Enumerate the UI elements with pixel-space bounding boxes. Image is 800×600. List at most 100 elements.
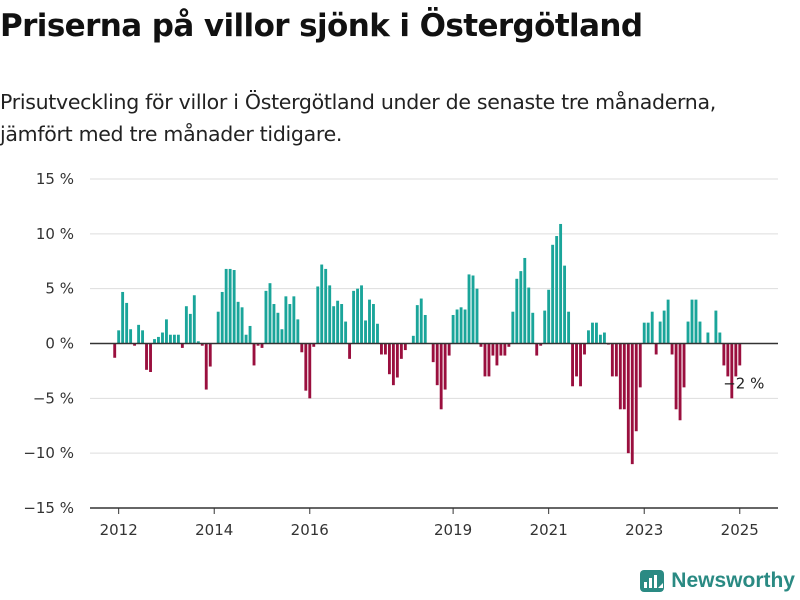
bar	[387, 343, 391, 375]
bar	[567, 311, 571, 344]
bar	[650, 311, 654, 344]
bar	[519, 271, 523, 344]
chart-title: Priserna på villor sjönk i Östergötland	[0, 8, 643, 44]
bar	[507, 343, 511, 347]
bar	[666, 299, 670, 344]
axes	[90, 342, 778, 509]
bar	[622, 343, 626, 410]
bar	[260, 343, 264, 348]
bar	[678, 343, 682, 421]
y-tick-labels: 15 % 10 % 5 % 0 % −5 % −10 % −15 %	[23, 170, 74, 517]
bar	[559, 223, 563, 344]
bar	[591, 322, 594, 344]
chart-subtitle: Prisutveckling för villor i Östergötland…	[0, 90, 716, 146]
bar	[654, 343, 658, 355]
bar	[662, 310, 666, 344]
bar	[447, 343, 451, 356]
bar	[300, 343, 304, 353]
bar	[208, 343, 212, 367]
bar	[646, 322, 650, 344]
bar	[137, 324, 141, 344]
bar	[491, 343, 495, 356]
bar	[443, 343, 447, 390]
bar	[587, 330, 590, 344]
bar	[252, 343, 256, 366]
bar	[459, 307, 463, 344]
bar	[738, 343, 742, 366]
y-tick-label: 0 %	[45, 335, 74, 353]
bar	[165, 319, 168, 344]
bar	[376, 323, 379, 344]
bar	[551, 244, 555, 344]
x-tick-label: 2016	[291, 521, 329, 539]
bar	[523, 257, 527, 344]
bar	[467, 274, 471, 344]
bar	[316, 286, 320, 344]
bar	[547, 289, 551, 344]
bar	[176, 334, 180, 344]
bar	[161, 332, 164, 344]
bar	[196, 341, 200, 344]
bar	[527, 287, 531, 344]
y-tick-label: 10 %	[36, 225, 74, 243]
bar	[256, 343, 260, 346]
y-tick-label: −10 %	[23, 444, 74, 462]
bar	[439, 343, 443, 410]
bar	[276, 312, 280, 344]
bar	[117, 330, 121, 344]
bar	[240, 307, 244, 344]
bar	[332, 306, 336, 344]
bar	[200, 343, 204, 346]
bar	[690, 299, 694, 344]
y-tick-label: 5 %	[45, 280, 74, 298]
y-tick-label: −15 %	[23, 499, 74, 517]
bar	[575, 343, 578, 377]
bar	[220, 291, 224, 344]
bar	[184, 306, 188, 344]
bar	[348, 343, 352, 359]
bar	[479, 343, 483, 347]
bar	[435, 343, 439, 386]
bar	[129, 329, 133, 344]
bar	[172, 334, 176, 344]
bar	[411, 335, 415, 344]
bar	[352, 290, 356, 344]
bar	[595, 322, 598, 344]
bar	[686, 321, 690, 344]
bar	[224, 268, 228, 344]
bar	[495, 343, 499, 366]
y-tick-label: 15 %	[36, 170, 74, 188]
bar	[395, 343, 399, 378]
bar	[602, 332, 606, 344]
bar	[236, 301, 240, 344]
bar	[451, 314, 455, 344]
x-tick-label: 2021	[530, 521, 568, 539]
bar	[503, 343, 507, 356]
bar	[475, 288, 479, 344]
bar	[391, 343, 395, 386]
bar	[232, 270, 236, 344]
bar	[296, 319, 300, 344]
bar	[730, 343, 734, 399]
bar	[634, 343, 638, 432]
bar	[125, 302, 129, 344]
bar	[228, 268, 232, 344]
bar	[658, 321, 662, 344]
y-tick-label: −5 %	[33, 389, 74, 407]
bar	[216, 311, 220, 344]
bar	[487, 343, 491, 377]
bar	[280, 329, 284, 344]
bar	[718, 332, 722, 344]
bar	[722, 343, 726, 366]
bar	[431, 343, 435, 363]
bar	[531, 312, 535, 344]
bar	[642, 322, 646, 344]
bar	[563, 265, 567, 344]
bar	[368, 299, 371, 344]
bar	[511, 311, 515, 344]
bar	[610, 343, 614, 377]
bar	[419, 298, 423, 344]
bar	[399, 343, 403, 359]
bar	[555, 236, 559, 344]
